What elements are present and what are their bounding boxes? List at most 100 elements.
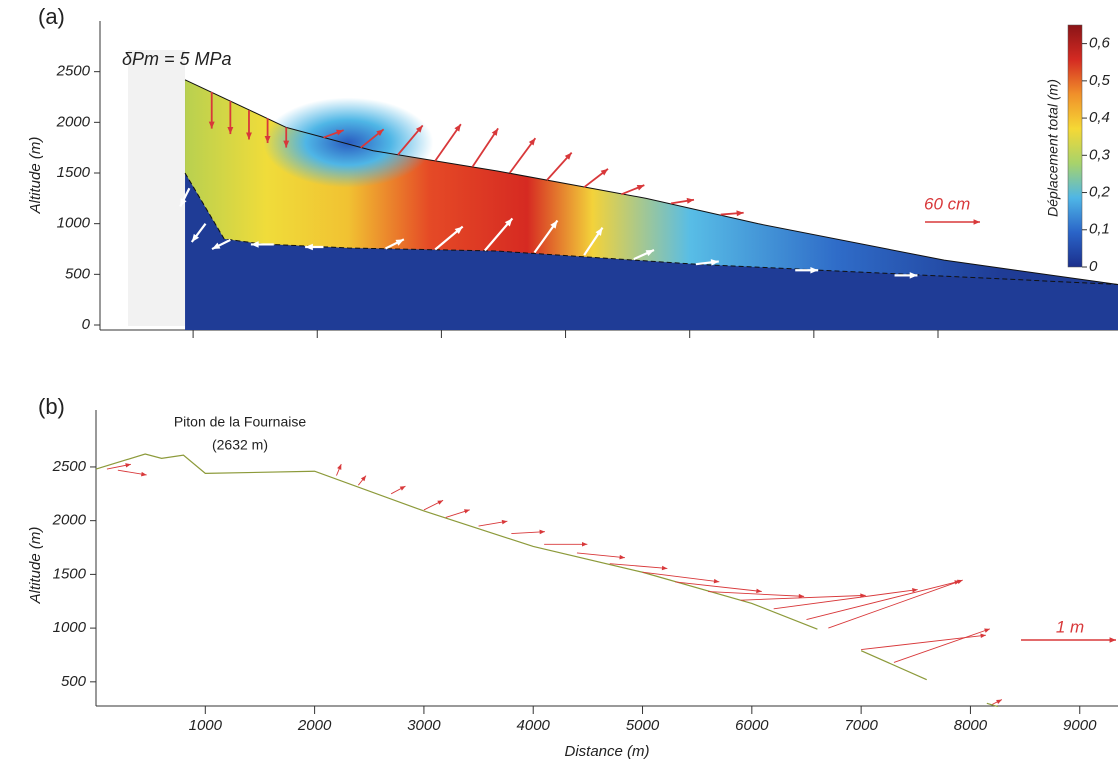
arrow <box>546 151 573 181</box>
arrow <box>925 219 980 225</box>
arrow-head <box>415 125 423 133</box>
arrow-head <box>636 184 645 191</box>
y-tick-label: 2500 <box>56 63 91 80</box>
arrow-head <box>336 129 344 136</box>
arrow <box>609 563 668 571</box>
caldera-box <box>128 50 185 326</box>
y-tick-label: 0 <box>82 316 91 333</box>
arrow <box>190 223 207 243</box>
arrow-head <box>582 542 588 547</box>
arrow <box>385 238 405 250</box>
x-tick-label: 4000 <box>517 717 551 734</box>
panel-label: (b) <box>38 394 65 419</box>
arrow-head <box>454 124 461 132</box>
arrow-head <box>710 259 719 266</box>
arrow-head <box>756 588 762 594</box>
arrow-head <box>227 127 234 135</box>
arrow-head <box>973 219 980 225</box>
arrow-head <box>528 138 536 146</box>
colorbar-tick-label: 0,1 <box>1089 221 1110 238</box>
arrow <box>1021 637 1116 643</box>
field-blob <box>263 97 434 188</box>
colorbar-tick-label: 0,2 <box>1089 184 1111 201</box>
arrow <box>992 699 1003 705</box>
arrow <box>445 509 470 518</box>
arrow <box>511 529 545 535</box>
arrow <box>390 485 406 495</box>
y-tick-label: 1500 <box>53 565 87 582</box>
y-tick-label: 2000 <box>52 512 87 529</box>
arrow <box>250 241 274 248</box>
arrow <box>533 219 559 254</box>
arrow-shaft <box>740 594 866 601</box>
scale-label: 60 cm <box>924 194 970 213</box>
arrow-head <box>454 226 463 235</box>
arrow <box>305 243 324 251</box>
y-tick-label: 500 <box>65 265 91 282</box>
arrow-shaft <box>861 634 986 651</box>
arrow <box>695 259 719 266</box>
arrow <box>642 571 720 584</box>
arrow <box>336 463 342 476</box>
y-tick-label: 2500 <box>52 458 87 475</box>
arrow <box>544 542 588 547</box>
interface-line <box>184 172 1118 285</box>
arrow <box>633 248 655 261</box>
x-tick-label: 5000 <box>626 717 660 734</box>
x-tick-label: 6000 <box>735 717 769 734</box>
arrow-head <box>141 471 147 477</box>
arrow <box>828 579 963 629</box>
arrow <box>357 475 367 486</box>
arrow-head <box>564 152 572 160</box>
scale-label: 1 m <box>1056 617 1084 636</box>
arrow-head <box>1109 637 1116 643</box>
arrow <box>893 628 991 663</box>
arrow-head <box>250 241 259 248</box>
arrow <box>583 226 604 256</box>
arrow-head <box>463 509 470 514</box>
arrow <box>434 123 462 162</box>
arrow-head <box>337 464 342 470</box>
annotation: Piton de la Fournaise <box>174 414 307 430</box>
y-tick-label: 1000 <box>57 215 91 232</box>
arrow-head <box>191 233 200 242</box>
arrow-head <box>736 210 744 217</box>
arrow-head <box>956 579 963 585</box>
arrow-head <box>504 218 513 227</box>
y-tick-label: 1500 <box>57 164 91 181</box>
arrow-head <box>600 168 609 176</box>
arrow-head <box>283 140 290 148</box>
arrow-shaft <box>471 127 499 168</box>
arrow <box>894 272 918 279</box>
arrow <box>179 187 191 208</box>
arrow <box>471 127 499 168</box>
arrow-shaft <box>828 579 963 629</box>
arrow <box>773 588 918 610</box>
surface-line <box>184 79 1118 285</box>
arrow <box>675 581 762 594</box>
arrow <box>211 238 231 251</box>
arrow-head <box>909 272 918 279</box>
y-axis-label: Altitude (m) <box>27 527 44 605</box>
arrow <box>323 129 344 139</box>
arrow-shaft <box>576 552 625 559</box>
annotation: δPm = 5 MPa <box>122 49 232 69</box>
colorbar-tick-label: 0,3 <box>1089 146 1111 163</box>
arrow-head <box>984 628 990 633</box>
arrow <box>576 552 625 560</box>
x-tick-label: 3000 <box>407 717 441 734</box>
arrow <box>208 91 215 129</box>
arrow <box>508 137 537 174</box>
arrow <box>583 168 609 188</box>
arrow-head <box>437 500 444 505</box>
arrow-shaft <box>609 563 668 569</box>
x-tick-label: 9000 <box>1063 717 1097 734</box>
arrow-head <box>912 588 918 593</box>
arrow-head <box>125 463 131 468</box>
arrow-head <box>539 529 545 535</box>
arrow-head <box>996 699 1002 704</box>
arrow <box>484 217 514 252</box>
x-tick-label: 1000 <box>189 717 223 734</box>
arrow-shaft <box>708 591 805 597</box>
arrow <box>423 499 444 511</box>
